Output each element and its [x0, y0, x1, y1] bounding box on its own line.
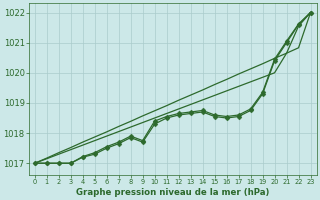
X-axis label: Graphe pression niveau de la mer (hPa): Graphe pression niveau de la mer (hPa)	[76, 188, 269, 197]
